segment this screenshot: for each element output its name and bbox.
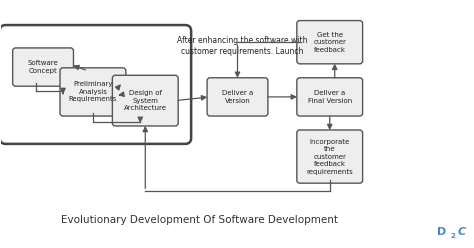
Text: Incorporate
the
customer
feedback
requirements: Incorporate the customer feedback requir… [306, 139, 353, 175]
FancyBboxPatch shape [207, 78, 268, 116]
FancyBboxPatch shape [297, 130, 363, 183]
FancyBboxPatch shape [297, 21, 363, 64]
Text: Design of
System
Architecture: Design of System Architecture [124, 90, 167, 111]
Text: Deliver a
Version: Deliver a Version [222, 90, 253, 104]
Text: Preliminary
Analysis
Requirements: Preliminary Analysis Requirements [69, 81, 117, 102]
Text: 2: 2 [450, 233, 455, 239]
FancyBboxPatch shape [13, 48, 73, 86]
Text: After enhancing the software with
customer requirements. Launch: After enhancing the software with custom… [177, 35, 308, 56]
Text: C: C [458, 227, 466, 237]
FancyBboxPatch shape [112, 75, 178, 126]
FancyBboxPatch shape [297, 78, 363, 116]
Text: Get the
customer
feedback: Get the customer feedback [313, 32, 346, 53]
FancyBboxPatch shape [60, 68, 126, 116]
Text: Software
Concept: Software Concept [27, 60, 58, 74]
Text: D: D [438, 227, 447, 237]
Text: Deliver a
Final Version: Deliver a Final Version [308, 90, 352, 104]
Text: Evolutionary Development Of Software Development: Evolutionary Development Of Software Dev… [61, 215, 337, 225]
